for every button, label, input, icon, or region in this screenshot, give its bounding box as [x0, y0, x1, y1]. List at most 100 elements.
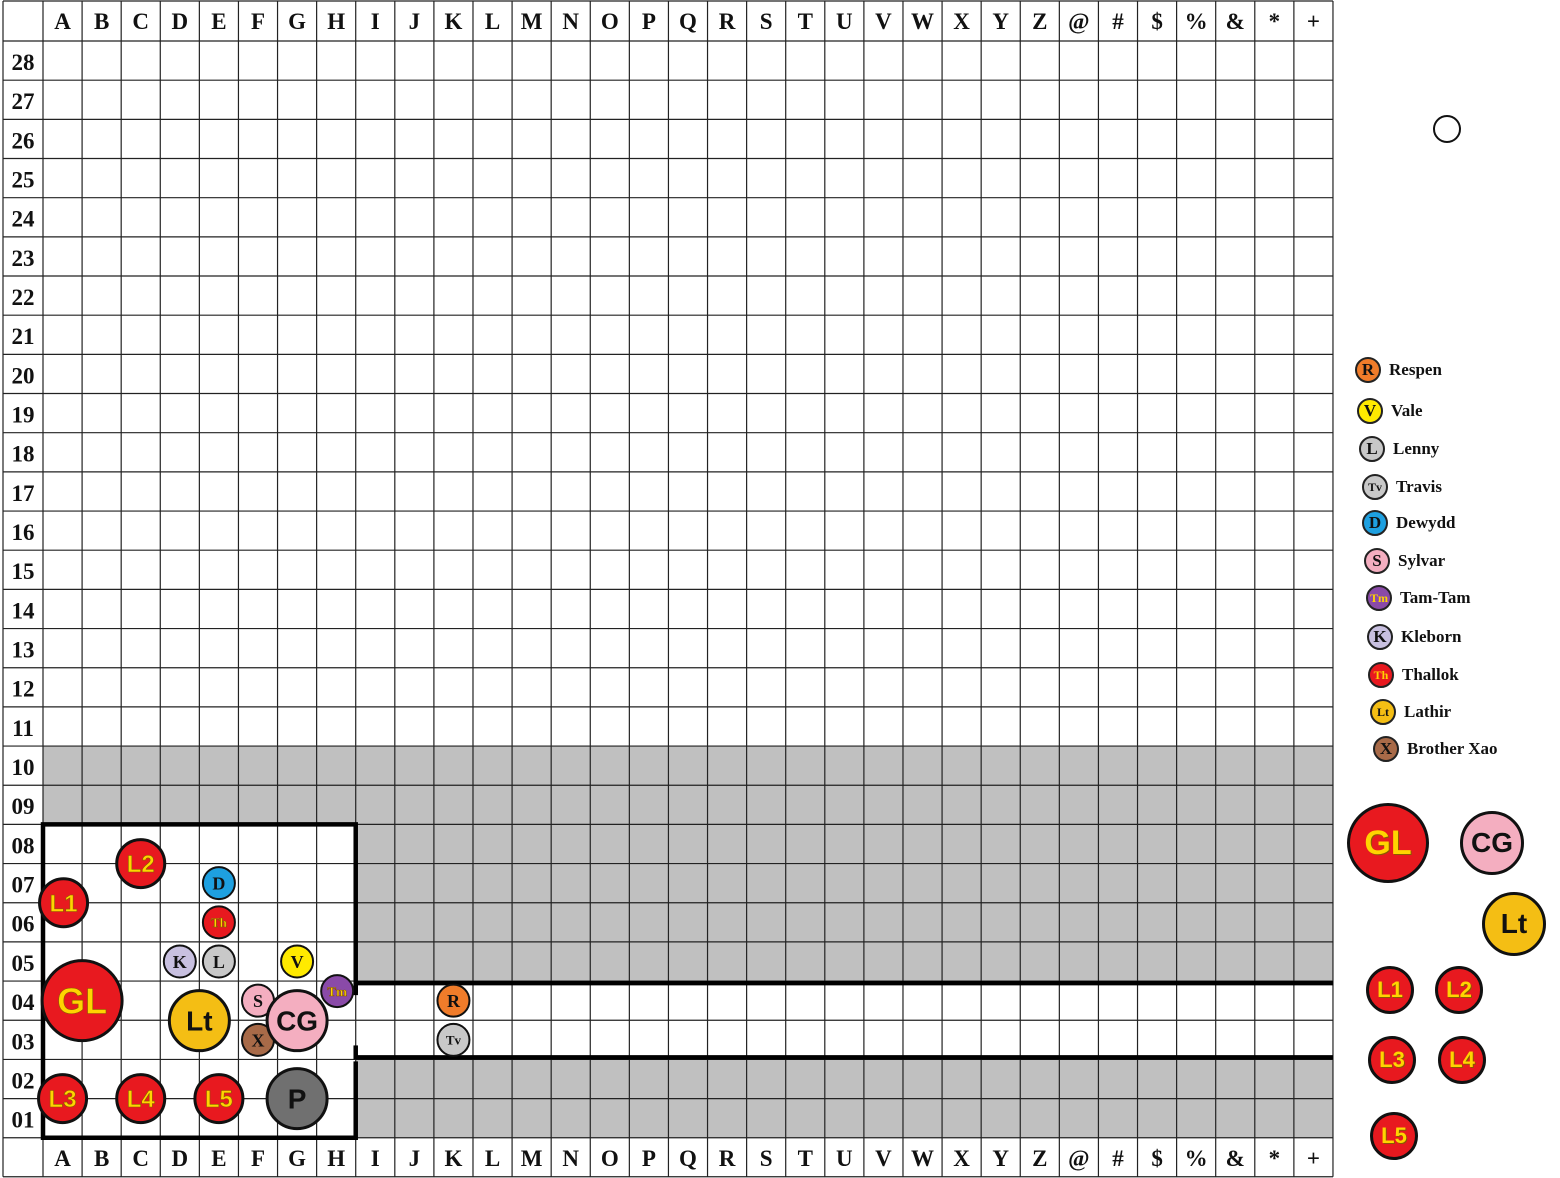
room-wall	[40, 822, 358, 1141]
token-label: L2	[127, 851, 155, 878]
token-l3	[37, 1073, 89, 1125]
row-label: 10	[12, 755, 35, 780]
row-label: 21	[12, 324, 35, 349]
token-label: P	[288, 1084, 307, 1115]
column-label-top: W	[911, 9, 934, 34]
row-label: 16	[12, 520, 35, 545]
legend-label: Travis	[1396, 477, 1442, 496]
column-label-top: P	[642, 9, 656, 34]
reserve-token-l4[interactable]: L4	[1438, 1036, 1486, 1084]
column-label-top: I	[371, 9, 380, 34]
token-label: X	[251, 1030, 264, 1050]
legend-token-icon: Tv	[1362, 474, 1388, 500]
token-label: R	[447, 991, 461, 1011]
token-v	[280, 944, 315, 979]
reserve-token-l5[interactable]: L5	[1370, 1112, 1418, 1160]
column-label-top: +	[1307, 9, 1320, 34]
legend-token-icon: Th	[1368, 662, 1394, 688]
row-label: 11	[12, 716, 34, 741]
token-l2	[115, 838, 167, 890]
legend-item: L Lenny	[1359, 434, 1439, 464]
column-label-bottom: Y	[992, 1146, 1009, 1171]
legend-label: Sylvar	[1398, 551, 1446, 570]
column-label-bottom: &	[1226, 1146, 1245, 1171]
row-label: 05	[12, 951, 35, 976]
column-label-bottom: N	[562, 1146, 579, 1171]
column-label-top: G	[288, 9, 306, 34]
legend-item: K Kleborn	[1367, 622, 1461, 652]
column-label-bottom: @	[1068, 1146, 1089, 1172]
token-l1	[38, 877, 90, 929]
token-label: L	[213, 952, 225, 972]
column-label-top: *	[1269, 9, 1281, 34]
column-label-bottom: O	[601, 1146, 619, 1171]
column-label-bottom: W	[911, 1146, 934, 1171]
legend-item: Tm Tam-Tam	[1366, 583, 1471, 613]
token-label: L5	[205, 1086, 233, 1113]
row-label: 15	[12, 559, 35, 584]
legend-item: Th Thallok	[1368, 660, 1459, 690]
row-label: 02	[12, 1068, 35, 1093]
token-label: S	[253, 991, 263, 1011]
token-label: L3	[49, 1086, 77, 1113]
column-label-top: %	[1185, 9, 1208, 34]
column-label-bottom: V	[875, 1146, 892, 1171]
row-label: 03	[12, 1029, 35, 1054]
column-label-top: $	[1151, 9, 1163, 34]
reserve-token-l3[interactable]: L3	[1368, 1036, 1416, 1084]
reserve-token-l1[interactable]: L1	[1366, 966, 1414, 1014]
round-marker[interactable]	[1433, 115, 1461, 143]
legend-item: Lt Lathir	[1370, 697, 1451, 727]
column-label-bottom: L	[485, 1146, 500, 1171]
column-label-bottom: S	[760, 1146, 773, 1171]
row-label: 12	[12, 677, 35, 702]
column-label-bottom: J	[409, 1146, 421, 1171]
row-label: 06	[12, 912, 35, 937]
token-label: L1	[50, 890, 78, 917]
column-label-top: A	[54, 9, 71, 34]
column-label-bottom: +	[1307, 1146, 1320, 1171]
reserve-token-gl[interactable]: GL	[1347, 803, 1429, 883]
row-label: 09	[12, 794, 35, 819]
column-label-bottom: T	[798, 1146, 813, 1171]
row-label: 19	[12, 403, 35, 428]
legend-label: Lathir	[1404, 702, 1452, 721]
column-label-bottom: P	[642, 1146, 656, 1171]
legend-token-icon: R	[1355, 357, 1381, 383]
column-label-top: @	[1068, 9, 1089, 35]
column-label-bottom: *	[1269, 1146, 1281, 1171]
column-label-bottom: C	[132, 1146, 149, 1171]
legend-token-icon: Tm	[1366, 585, 1392, 611]
column-label-top: R	[719, 9, 736, 34]
column-label-top: N	[562, 9, 579, 34]
row-label: 22	[12, 285, 35, 310]
legend-token-icon: D	[1362, 510, 1388, 536]
column-label-top: H	[327, 9, 345, 34]
legend-token-icon: X	[1373, 736, 1399, 762]
column-label-top: O	[601, 9, 619, 34]
column-label-top: K	[444, 9, 462, 34]
token-lt	[167, 989, 231, 1053]
column-label-top: C	[132, 9, 149, 34]
reserve-token-lt[interactable]: Lt	[1482, 892, 1546, 956]
legend-item: S Sylvar	[1364, 546, 1445, 576]
column-label-bottom: G	[288, 1146, 306, 1171]
row-label: 07	[12, 873, 35, 898]
row-label: 26	[12, 128, 35, 153]
legend-token-icon: S	[1364, 548, 1390, 574]
battle-map-grid[interactable]: AABBCCDDEEFFGGHHIIJJKKLLMMNNOOPPQQRRSSTT…	[0, 0, 1340, 1178]
reserve-token-l2[interactable]: L2	[1435, 966, 1483, 1014]
column-label-top: M	[521, 9, 543, 34]
column-label-bottom: E	[211, 1146, 226, 1171]
legend-label: Dewydd	[1396, 513, 1456, 532]
row-label: 28	[12, 50, 35, 75]
row-label: 27	[12, 89, 35, 114]
row-label: 14	[12, 598, 36, 623]
row-label: 24	[12, 207, 36, 232]
reserve-token-cg[interactable]: CG	[1460, 811, 1524, 875]
legend-label: Thallok	[1402, 665, 1459, 684]
token-label: V	[291, 952, 304, 972]
column-label-top: Q	[679, 9, 697, 34]
column-label-top: D	[172, 9, 189, 34]
legend-token-icon: V	[1357, 398, 1383, 424]
